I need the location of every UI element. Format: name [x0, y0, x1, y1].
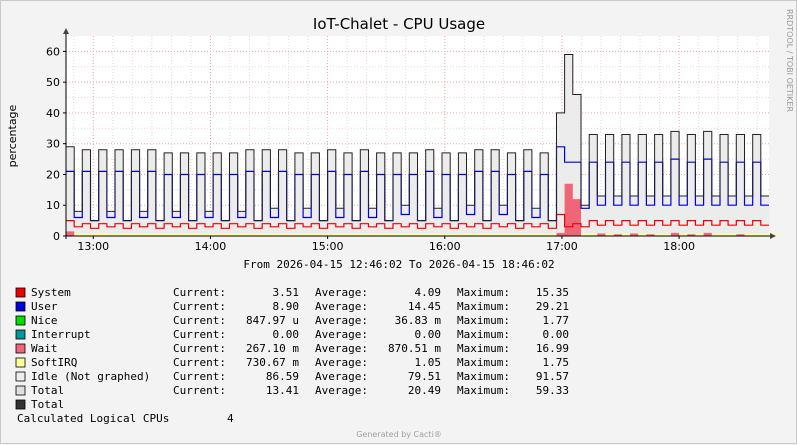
legend-maximum-value: 1.77 — [543, 314, 570, 327]
legend-maximum-label: Maximum: — [457, 342, 510, 355]
legend-average-value: 79.51 — [408, 370, 441, 383]
x-tick-labels: 13:00 14:00 15:00 16:00 17:00 18:00 — [77, 236, 695, 253]
legend-name: Nice — [31, 314, 58, 327]
legend-maximum-value: 16.99 — [536, 342, 569, 355]
legend-maximum-value: 1.75 — [543, 356, 570, 369]
x-tick-label: 17:00 — [546, 240, 578, 253]
legend-current-label: Current: — [173, 286, 226, 299]
y-tick-label: 30 — [46, 138, 60, 151]
legend-maximum-label: Maximum: — [457, 328, 510, 341]
legend-maximum-value: 59.33 — [536, 384, 569, 397]
legend-current-label: Current: — [173, 384, 226, 397]
legend: System Current: 3.51 Average: 4.09 Maximum: 15… — [15, 286, 570, 411]
legend-current-value: 8.90 — [273, 300, 300, 313]
total-line — [66, 54, 769, 222]
legend-name: Interrupt — [31, 328, 91, 341]
legend-swatch — [15, 399, 26, 410]
legend-current-label: Current: — [173, 342, 226, 355]
series-layer — [66, 54, 786, 236]
legend-swatch — [15, 315, 26, 326]
y-tick-label: 50 — [46, 76, 60, 89]
date-range: From 2026-04-15 12:46:02 To 2026-04-15 1… — [243, 258, 554, 271]
legend-swatch — [15, 329, 26, 340]
legend-average-label: Average: — [315, 342, 368, 355]
legend-current-value: 847.97 u — [246, 314, 299, 327]
legend-swatch — [15, 371, 26, 382]
legend-maximum-label: Maximum: — [457, 314, 510, 327]
legend-name: Wait — [31, 342, 58, 355]
generated-by: Generated by Cacti® — [356, 430, 442, 439]
y-tick-label: 10 — [46, 199, 60, 212]
y-tick-label: 60 — [46, 45, 60, 58]
legend-maximum-label: Maximum: — [457, 384, 510, 397]
legend-average-value: 870.51 m — [388, 342, 441, 355]
legend-average-value: 0.00 — [415, 328, 442, 341]
legend-average-label: Average: — [315, 314, 368, 327]
legend-maximum-label: Maximum: — [457, 370, 510, 383]
x-tick-label: 16:00 — [429, 240, 461, 253]
legend-swatch — [15, 287, 26, 298]
legend-current-value: 3.51 — [273, 286, 300, 299]
legend-current-value: 0.00 — [273, 328, 300, 341]
legend-average-value: 4.09 — [415, 286, 442, 299]
legend-swatch — [15, 343, 26, 354]
rrdtool-watermark: RRDTOOL / TOBI OETIKER — [785, 9, 794, 112]
legend-current-label: Current: — [173, 314, 226, 327]
y-axis-arrow — [63, 28, 69, 34]
legend-average-value: 14.45 — [408, 300, 441, 313]
legend-current-label: Current: — [173, 356, 226, 369]
legend-name: Idle (Not graphed) — [31, 370, 150, 383]
legend-current-label: Current: — [173, 300, 226, 313]
legend-swatch — [15, 357, 26, 368]
calculated-cpus-label: Calculated Logical CPUs — [17, 412, 169, 425]
x-tick-label: 15:00 — [312, 240, 344, 253]
legend-average-label: Average: — [315, 328, 368, 341]
legend-maximum-label: Maximum: — [457, 300, 510, 313]
legend-current-label: Current: — [173, 370, 226, 383]
calculated-cpus-value: 4 — [227, 412, 234, 425]
legend-maximum-value: 0.00 — [543, 328, 570, 341]
y-tick-label: 20 — [46, 168, 60, 181]
legend-current-value: 86.59 — [266, 370, 299, 383]
legend-name: Total — [31, 398, 64, 411]
legend-maximum-label: Maximum: — [457, 356, 510, 369]
y-axis-label: percentage — [6, 104, 19, 167]
legend-average-label: Average: — [315, 384, 368, 397]
y-tick-label: 0 — [53, 230, 60, 243]
legend-maximum-value: 15.35 — [536, 286, 569, 299]
chart-title: IoT-Chalet - CPU Usage — [313, 15, 485, 33]
legend-maximum-value: 91.57 — [536, 370, 569, 383]
x-tick-label: 18:00 — [663, 240, 695, 253]
legend-average-label: Average: — [315, 370, 368, 383]
legend-current-value: 730.67 m — [246, 356, 299, 369]
legend-average-label: Average: — [315, 356, 368, 369]
legend-swatch — [15, 385, 26, 396]
legend-name: User — [31, 300, 58, 313]
y-tick-labels: 0 10 20 30 40 50 60 — [46, 45, 66, 243]
legend-maximum-value: 29.21 — [536, 300, 569, 313]
x-tick-label: 13:00 — [77, 240, 109, 253]
legend-current-value: 267.10 m — [246, 342, 299, 355]
x-tick-label: 14:00 — [195, 240, 227, 253]
legend-average-value: 1.05 — [415, 356, 442, 369]
legend-average-label: Average: — [315, 300, 368, 313]
legend-average-label: Average: — [315, 286, 368, 299]
legend-current-value: 13.41 — [266, 384, 299, 397]
y-tick-label: 40 — [46, 107, 60, 120]
x-axis-arrow — [770, 233, 776, 239]
legend-name: System — [31, 286, 71, 299]
legend-name: Total — [31, 384, 64, 397]
legend-average-value: 36.83 m — [395, 314, 442, 327]
legend-swatch — [15, 301, 26, 312]
legend-current-label: Current: — [173, 328, 226, 341]
total-area — [66, 54, 769, 236]
legend-name: SoftIRQ — [31, 356, 77, 369]
legend-average-value: 20.49 — [408, 384, 441, 397]
legend-maximum-label: Maximum: — [457, 286, 510, 299]
system-line — [66, 213, 769, 229]
